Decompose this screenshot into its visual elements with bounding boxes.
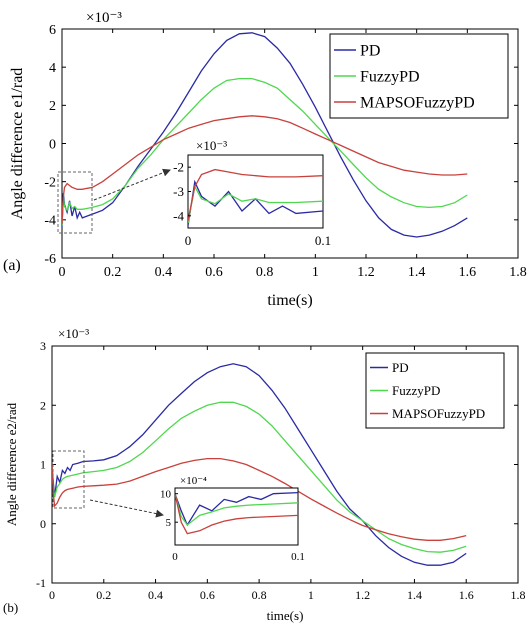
- y-tick-label: -1: [36, 576, 46, 590]
- x-tick-label: 0.6: [205, 265, 223, 280]
- y-tick-label: 3: [40, 339, 46, 353]
- inset-x-tick-label: 0.1: [291, 551, 305, 563]
- series-line-MAPSOFuzzyPD: [52, 457, 467, 541]
- y-tick-label: -4: [44, 214, 56, 229]
- y-tick-label: 0: [49, 137, 56, 152]
- y-tick-label: 2: [40, 398, 46, 412]
- x-tick-label: 0.6: [200, 588, 215, 602]
- legend-label: MAPSOFuzzyPD: [392, 406, 485, 421]
- x-tick-label: 0.4: [155, 265, 173, 280]
- x-tick-label: 1: [312, 265, 319, 280]
- inset-y-tick-label: 10: [160, 489, 172, 501]
- legend-box: [329, 33, 509, 119]
- x-tick-label: 0: [49, 588, 55, 602]
- x-tick-label: 0: [59, 265, 66, 280]
- y-axis-label: Angle difference e1/rad: [9, 68, 26, 220]
- zoom-region: [57, 171, 93, 234]
- x-tick-label: 1.2: [355, 588, 370, 602]
- x-tick-label: 1.6: [459, 588, 474, 602]
- series-line-PD: [62, 32, 468, 238]
- inset-x-tick-label: 0: [185, 233, 192, 248]
- inset-chart: 0 0.1 -2 -3 -4 ×10⁻³: [173, 138, 331, 248]
- inset-series-FuzzyPD: [188, 184, 323, 224]
- legend-label: FuzzyPD: [360, 69, 420, 86]
- y-tick-label: 0: [40, 517, 46, 531]
- inset-y-tick-label: -4: [173, 208, 184, 223]
- x-tick-label: 0.2: [104, 265, 122, 280]
- legend-label: MAPSOFuzzyPD: [360, 95, 475, 112]
- x-tick-label: 0.4: [148, 588, 163, 602]
- y-tick-label: 6: [49, 23, 56, 38]
- inset-x-tick-label: 0.1: [315, 233, 331, 248]
- y-tick-label: 4: [49, 61, 56, 76]
- chart-panel-2: 0 0.2 0.4 0.6 0.8 1 1.2 1.4 1.6 1.8-10123×10⁻³tim…: [3, 326, 526, 623]
- inset-exponent: ×10⁻⁴: [180, 475, 207, 487]
- legend-label: PD: [360, 43, 380, 60]
- panel-letter: (b): [3, 600, 18, 615]
- inset-series-PD: [175, 491, 298, 527]
- inset-series-FuzzyPD: [175, 493, 298, 526]
- y-tick-label: -2: [44, 176, 56, 191]
- y-tick-label: 1: [40, 458, 46, 472]
- y-tick-label: -6: [44, 252, 56, 267]
- x-tick-label: 1: [308, 588, 314, 602]
- inset-series-MAPSOFuzzyPD: [175, 493, 298, 535]
- y-tick-label: 2: [49, 99, 56, 114]
- panel-letter: (a): [3, 257, 21, 274]
- zoom-region: [52, 450, 85, 509]
- y-exponent: ×10⁻³: [58, 326, 89, 341]
- x-tick-label: 0.2: [96, 588, 111, 602]
- inset-series-PD: [188, 179, 323, 226]
- inset-y-tick-label: 5: [166, 517, 172, 529]
- x-axis-label: time(s): [267, 608, 304, 623]
- legend-box: [365, 352, 505, 429]
- chart-panel-1: 0 0.2 0.4 0.6 0.8 1 1.2 1.4 1.6 1.8 -6 -4 -2 0 2 4 6 ×10⁻…: [3, 10, 527, 309]
- x-tick-label: 0.8: [252, 588, 267, 602]
- inset-x-tick-label: 0: [172, 551, 178, 563]
- y-exponent: ×10⁻³: [86, 10, 122, 26]
- series-line-FuzzyPD: [62, 77, 468, 226]
- x-tick-label: 1.2: [357, 265, 375, 280]
- x-axis-label: time(s): [267, 292, 312, 309]
- zoom-arrow: [93, 168, 171, 201]
- series-line-PD: [52, 363, 467, 566]
- zoom-arrow: [89, 499, 164, 518]
- legend-label: FuzzyPD: [392, 383, 440, 398]
- inset-series-MAPSOFuzzyPD: [188, 168, 323, 221]
- x-tick-label: 1.6: [459, 265, 477, 280]
- x-tick-label: 1.4: [408, 265, 426, 280]
- x-tick-label: 1.8: [509, 265, 527, 280]
- legend-label: PD: [392, 360, 409, 375]
- series-line-FuzzyPD: [52, 401, 467, 553]
- inset-exponent: ×10⁻³: [196, 138, 227, 153]
- inset-y-tick-label: -2: [173, 160, 184, 175]
- x-tick-label: 0.8: [256, 265, 274, 280]
- x-tick-label: 1.8: [511, 588, 526, 602]
- x-tick-label: 1.4: [407, 588, 422, 602]
- y-axis-label: Angle difference e2/rad: [4, 402, 19, 526]
- inset-y-tick-label: -3: [173, 184, 184, 199]
- series-line-MAPSOFuzzyPD: [62, 115, 468, 224]
- inset-plot-area: [187, 154, 324, 229]
- inset-chart: 0 0.1 10 5 ×10⁻⁴: [160, 475, 305, 563]
